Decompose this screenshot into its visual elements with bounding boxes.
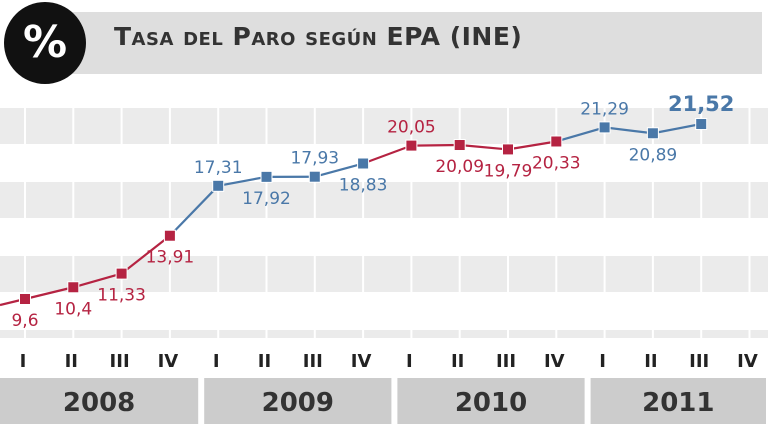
x-axis-year-groups: 2008 2009 2010 2011 [0,378,766,424]
series-line-segment [604,126,654,135]
data-label: 20,09 [435,157,484,177]
series-line-segment [217,175,267,187]
year-label: 2010 [455,388,527,418]
data-point [646,127,659,140]
chart-header: % Tasa del Paro según EPA (INE) [0,0,768,90]
year-label: 2008 [63,388,135,418]
x-tick-label: IV [351,351,372,372]
background-band [0,108,768,144]
background-band [0,182,768,218]
year-label: 2009 [262,388,334,418]
x-axis-quarter-ticks: I II III IV I II III IV I II III IV I II III IV [20,351,758,372]
title-bar [62,12,762,74]
data-point [67,281,80,294]
background-bands [0,108,768,338]
data-point [357,157,370,170]
series-line-segment [459,143,509,151]
x-tick-label: II [644,351,657,372]
percent-badge-icon: % [4,2,86,84]
x-tick-label: IV [544,351,565,372]
data-label: 17,93 [290,149,339,169]
series-line-segment [411,143,460,147]
data-label: 20,89 [629,145,678,165]
background-band [0,330,768,338]
x-tick-label: III [496,351,516,372]
x-tick-label: I [406,351,413,372]
data-label: 17,31 [194,158,243,178]
x-tick-label: III [110,351,130,372]
year-group-box [590,378,766,424]
data-label: 17,92 [242,189,291,209]
data-label: 19,79 [484,161,533,181]
series-line-segment [555,126,605,143]
background-band [0,256,768,292]
x-tick-label: II [65,351,78,372]
data-point [502,143,514,156]
data-point [550,135,563,148]
year-group-box [397,378,585,424]
x-tick-label: I [213,351,220,372]
data-points [19,118,708,305]
data-point [695,118,708,131]
data-point [163,229,176,242]
series-line-segment [314,162,364,178]
x-tick-label: I [20,351,27,372]
data-point [308,170,321,183]
series-line-segment [24,286,74,301]
x-tick-label: III [303,351,323,372]
x-tick-label: III [689,351,709,372]
series-line-segment [120,234,171,275]
data-point [212,179,225,192]
data-label: 10,4 [54,299,92,319]
x-tick-label: IV [737,351,758,372]
x-tick-label: II [451,351,464,372]
x-tick-label: IV [158,351,179,372]
series-line-segment [169,185,219,237]
data-label: 18,83 [339,176,388,196]
x-tick-label: II [258,351,271,372]
data-label: 21,52 [668,92,734,116]
data-point [405,139,418,152]
year-group-box [0,378,199,424]
series-line-segment [73,272,122,289]
data-label: 9,6 [11,311,38,331]
data-label: 20,33 [532,153,581,173]
data-label: 11,33 [97,286,146,306]
series-line-segment [362,144,412,165]
data-label: 21,29 [580,99,629,119]
data-point [115,267,128,280]
data-point [453,139,466,152]
series-line-segment [652,122,702,135]
year-group-box [204,378,392,424]
x-tick-label: I [599,351,606,372]
data-point [19,293,31,305]
series-line-segment [507,140,557,151]
data-label: 20,05 [387,118,436,138]
data-point [598,121,611,134]
series-lines [0,122,702,307]
chart-title: Tasa del Paro según EPA (INE) [114,22,523,51]
data-label: 13,91 [146,248,195,268]
year-label: 2011 [642,388,714,418]
data-point [260,170,273,183]
